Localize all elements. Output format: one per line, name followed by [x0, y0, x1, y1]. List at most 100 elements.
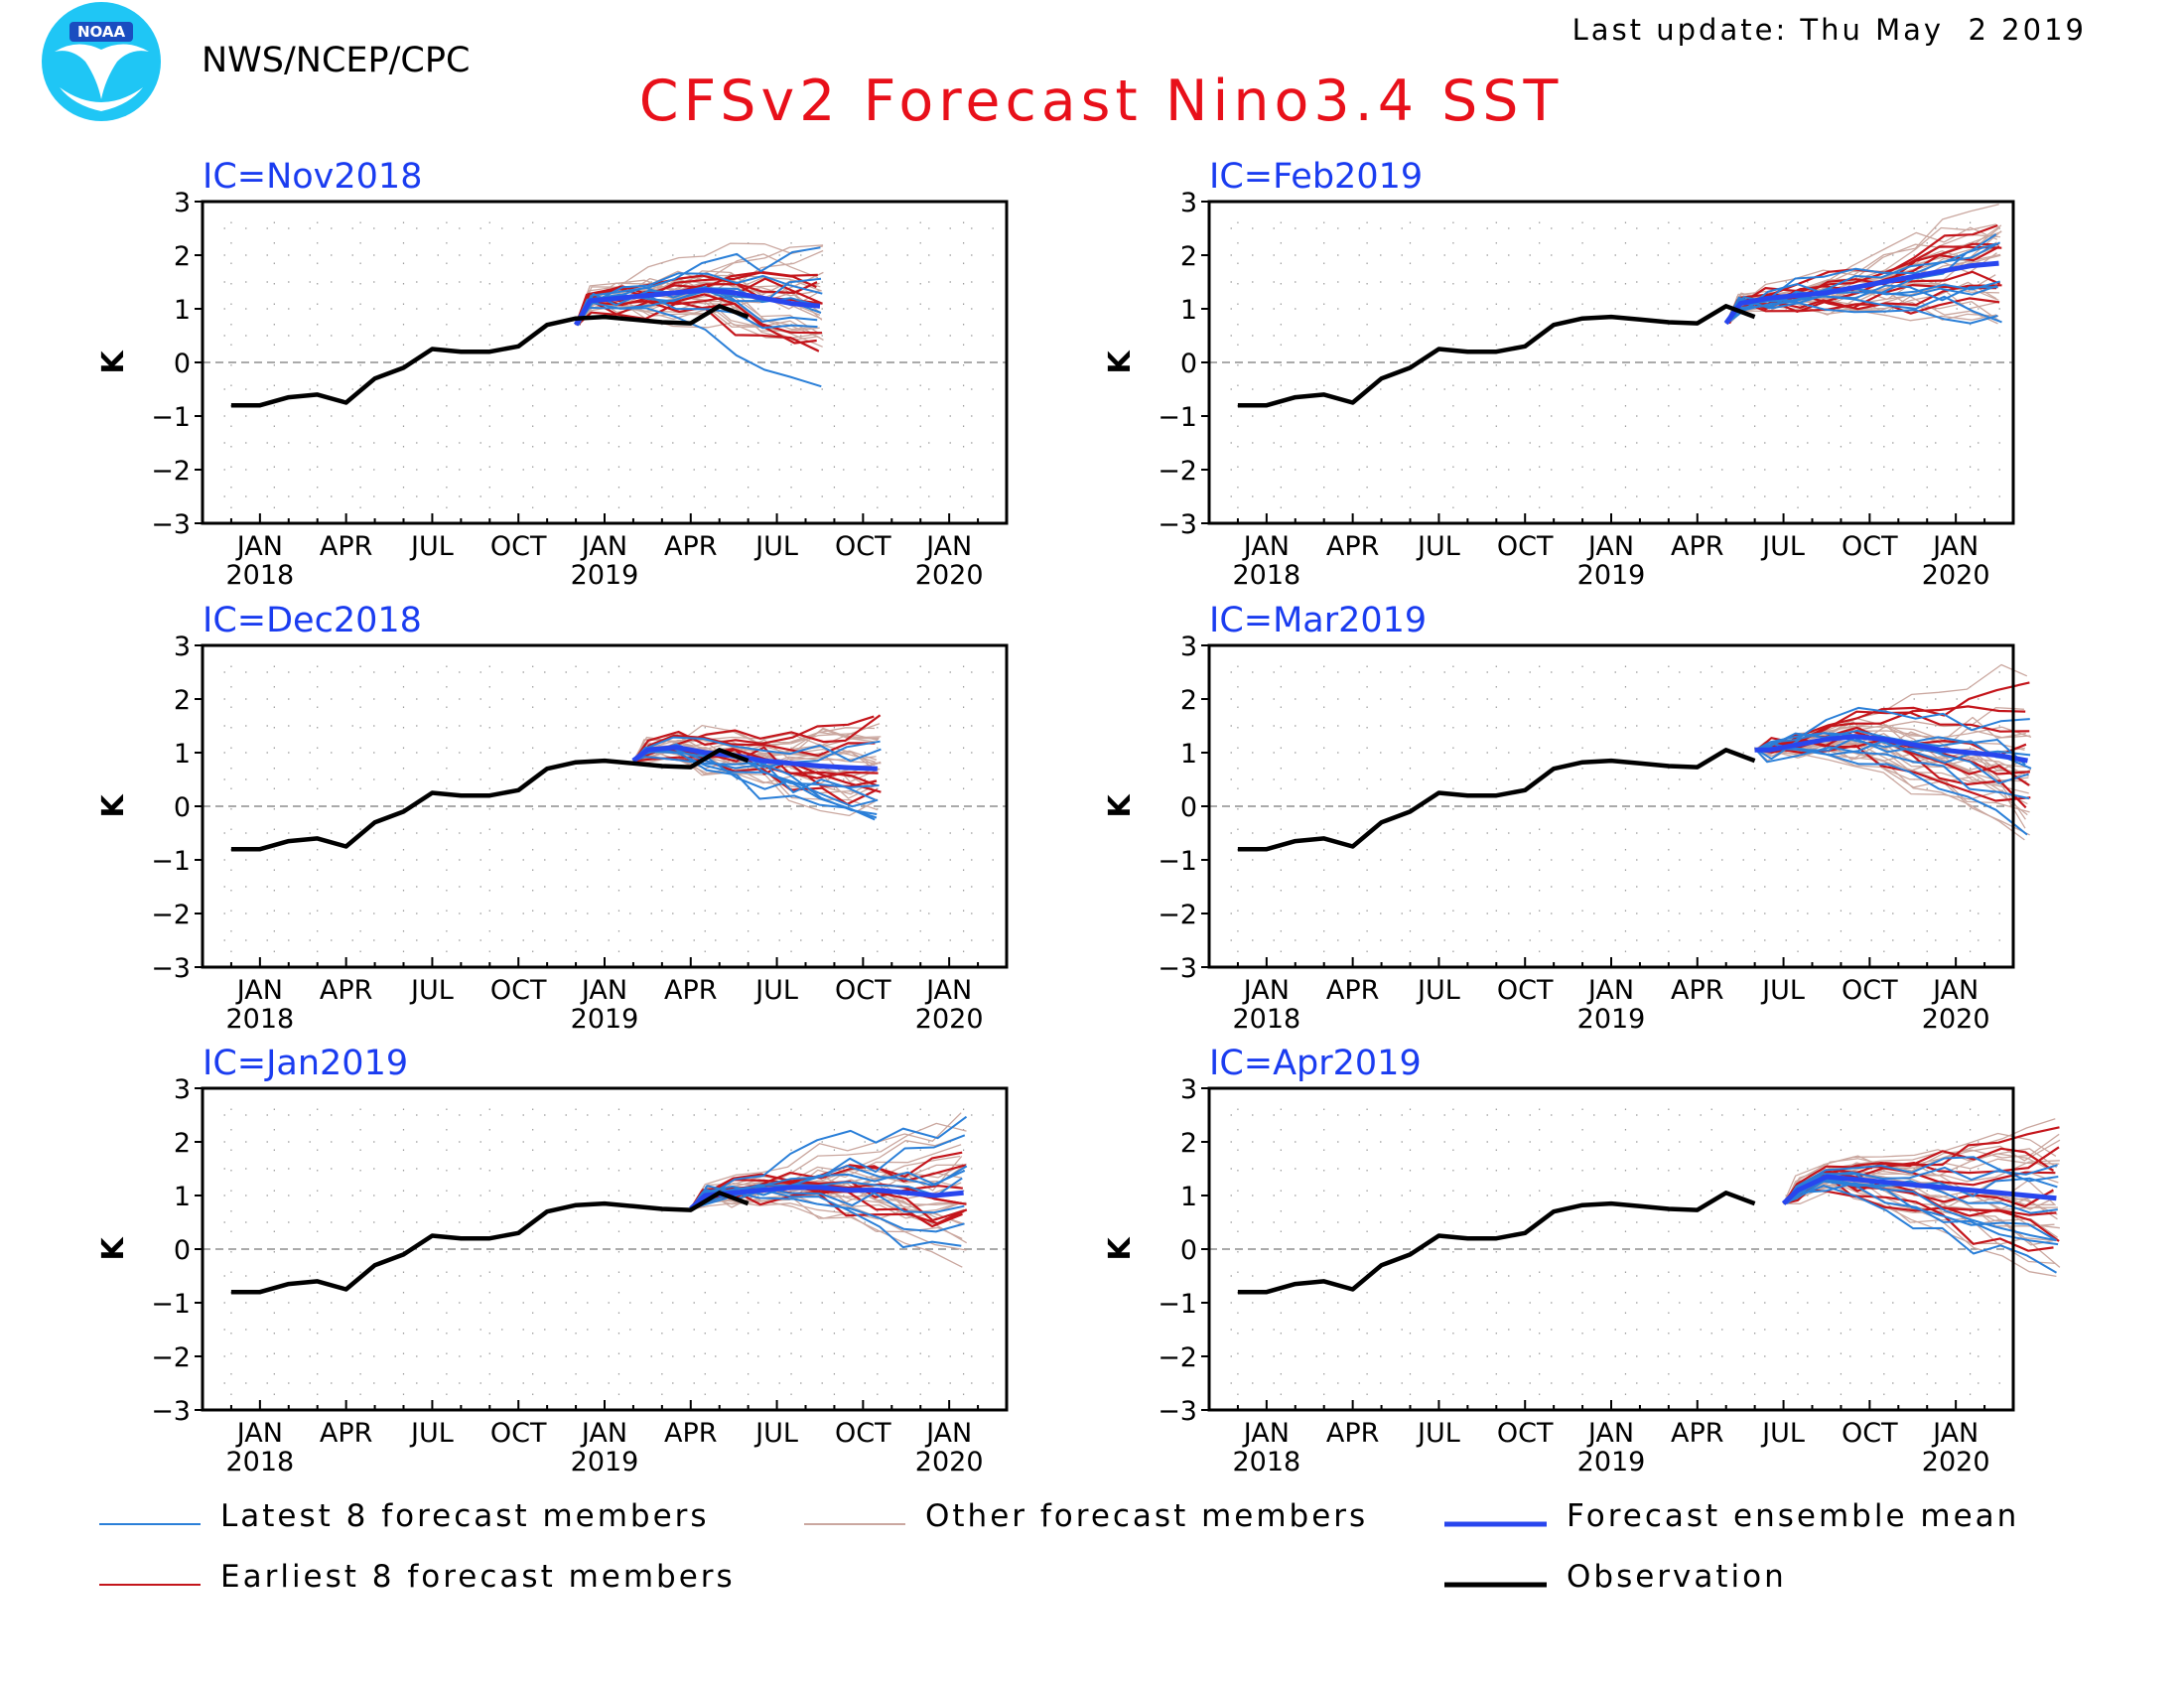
- x-tick-label: JAN: [1586, 531, 1634, 562]
- y-tick-label: 0: [1180, 349, 1197, 379]
- y-tick-label: 0: [1180, 792, 1197, 823]
- y-axis: 3 2 1 0 −1 −2 −3 K: [96, 188, 203, 540]
- y-tick-label: −1: [151, 846, 191, 877]
- earliest-member-line: [1726, 242, 1999, 325]
- ensemble-mean-line: [1723, 260, 1999, 326]
- y-tick-label: −1: [151, 402, 191, 433]
- other-member-line: [690, 1112, 962, 1209]
- legend-label-other: Other forecast members: [925, 1498, 1368, 1534]
- y-tick-label: −3: [1158, 509, 1197, 540]
- y-tick-label: −1: [1158, 1289, 1197, 1320]
- y-tick-label: 1: [1180, 295, 1197, 326]
- x-tick-year-label: 2018: [225, 1447, 294, 1477]
- panel-ic-label: IC=Feb2019: [1209, 157, 1423, 197]
- x-tick-label: APR: [1671, 531, 1724, 562]
- x-tick-label: APR: [320, 1418, 373, 1449]
- x-tick-label: APR: [664, 531, 718, 562]
- x-tick-year-label: 2018: [225, 560, 294, 591]
- other-member-line: [1725, 295, 1999, 325]
- x-tick-year-label: 2020: [915, 1447, 984, 1477]
- observation-line: [1237, 1191, 1756, 1295]
- forecast-members: [1782, 1118, 2061, 1278]
- y-tick-label: −3: [151, 953, 191, 984]
- legend-label-latest: Latest 8 forecast members: [220, 1498, 710, 1534]
- x-tick-label: JAN: [580, 531, 627, 562]
- y-tick-label: 3: [174, 188, 191, 218]
- y-tick-label: 0: [174, 792, 191, 823]
- noaa-logo: NOAA: [42, 2, 161, 121]
- panel-ic-label: IC=Dec2018: [203, 601, 422, 640]
- panel-ic-label: IC=Jan2019: [203, 1044, 408, 1083]
- x-tick-year-label: 2019: [1577, 1004, 1646, 1035]
- x-tick-label: APR: [1671, 1418, 1724, 1449]
- x-tick-label: OCT: [490, 531, 547, 562]
- earliest-member-line: [632, 715, 875, 762]
- x-tick-label: JUL: [1416, 975, 1460, 1006]
- latest-member-line: [576, 272, 823, 326]
- x-tick-label: JAN: [1931, 531, 1979, 562]
- x-tick-label: OCT: [1497, 531, 1554, 562]
- y-tick-label: −3: [1158, 953, 1197, 984]
- x-tick-year-label: 2020: [1922, 1004, 1990, 1035]
- y-axis-label: K: [1103, 350, 1138, 374]
- x-tick-year-label: 2018: [225, 1004, 294, 1035]
- y-tick-label: 0: [1180, 1235, 1197, 1266]
- earliest-member-line: [1724, 245, 2002, 325]
- x-tick-label: JUL: [753, 975, 798, 1006]
- latest-member-line: [1784, 1156, 2059, 1204]
- y-tick-label: 3: [1180, 632, 1197, 662]
- x-tick-label: JAN: [1586, 1418, 1634, 1449]
- y-tick-label: −2: [151, 456, 191, 487]
- x-tick-year-label: 2019: [1577, 1447, 1646, 1477]
- figure-title: CFSv2 Forecast Nino3.4 SST: [639, 69, 1564, 134]
- earliest-member-line: [633, 734, 876, 762]
- ensemble-mean-line: [1754, 734, 2028, 764]
- earliest-member-line: [1754, 705, 2026, 752]
- x-tick-label: JAN: [1931, 975, 1979, 1006]
- x-tick-label: OCT: [835, 1418, 891, 1449]
- latest-member-line: [690, 1134, 966, 1210]
- latest-member-line: [693, 1115, 968, 1210]
- y-tick-label: 2: [1180, 1128, 1197, 1159]
- x-tick-year-label: 2018: [1232, 1004, 1300, 1035]
- x-tick-label: APR: [320, 531, 373, 562]
- latest-member-line: [634, 736, 882, 763]
- y-axis: 3 2 1 0 −1 −2 −3 K: [1103, 188, 1209, 540]
- forecast-members: [575, 242, 824, 388]
- x-tick-label: OCT: [1842, 975, 1898, 1006]
- x-tick-label: JAN: [924, 531, 972, 562]
- x-tick-year-label: 2019: [571, 1004, 639, 1035]
- noaa-logo-text: NOAA: [77, 23, 126, 41]
- earliest-member-line: [575, 293, 823, 335]
- ensemble-mean-line: [1781, 1174, 2057, 1205]
- x-tick-year-label: 2020: [915, 1004, 984, 1035]
- forecast-members: [632, 714, 882, 821]
- x-tick-label: OCT: [1842, 531, 1898, 562]
- earliest-member-line: [578, 297, 820, 352]
- x-tick-label: JAN: [235, 1418, 283, 1449]
- other-member-line: [1754, 749, 2026, 829]
- x-tick-label: APR: [664, 975, 718, 1006]
- x-tick-label: JAN: [1931, 1418, 1979, 1449]
- latest-member-line: [1786, 1185, 2058, 1274]
- y-tick-label: −2: [151, 1342, 191, 1373]
- y-tick-label: 2: [1180, 241, 1197, 272]
- y-axis-label: K: [96, 793, 131, 818]
- latest-member-line: [690, 1186, 965, 1214]
- agency-label: NWS/NCEP/CPC: [202, 41, 470, 80]
- y-tick-label: 2: [174, 241, 191, 272]
- x-tick-year-label: 2020: [915, 560, 984, 591]
- y-tick-label: 1: [1180, 1182, 1197, 1212]
- y-tick-label: −2: [151, 900, 191, 930]
- x-tick-year-label: 2020: [1922, 1447, 1990, 1477]
- x-tick-label: JUL: [753, 531, 798, 562]
- other-member-line: [575, 242, 824, 326]
- panel-ic-label: IC=Nov2018: [203, 157, 422, 197]
- x-tick-label: JUL: [1416, 531, 1460, 562]
- x-tick-label: APR: [1326, 1418, 1380, 1449]
